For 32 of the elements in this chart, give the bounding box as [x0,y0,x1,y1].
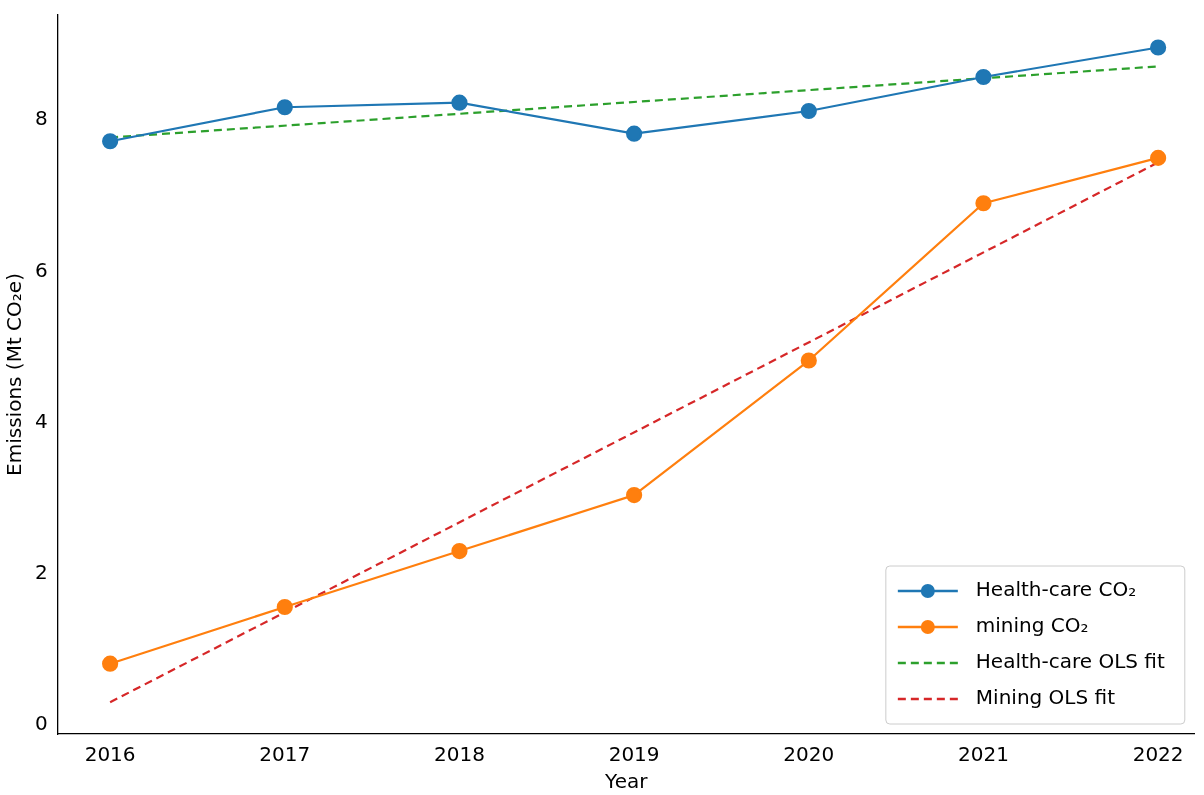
x-tick-label: 2022 [1132,742,1184,767]
legend-label: mining CO₂ [975,613,1089,638]
point [626,125,643,142]
y-tick-label: 2 [34,559,48,584]
y-axis-title: Emissions (Mt CO₂e) [2,273,27,476]
point [1150,39,1167,56]
point [626,486,643,504]
point [276,598,293,616]
x-tick-label: 2020 [783,742,835,767]
point [975,195,992,212]
x-axis-title: Year [604,769,649,794]
legend-label: Mining OLS fit [975,685,1116,710]
legend-label: Health-care CO₂ [975,577,1137,602]
point [276,99,293,116]
x-tick-label: 2017 [259,742,311,767]
y-tick-label: 0 [34,711,48,736]
x-tick-label: 2019 [608,742,660,767]
point [102,655,119,672]
y-tick-label: 8 [34,106,48,131]
point [800,102,817,120]
x-tick-label: 2021 [958,742,1009,767]
point [102,133,119,150]
point [1150,149,1167,166]
y-tick-label: 4 [34,408,48,433]
y-tick-label: 6 [34,257,48,282]
point [451,94,468,111]
legend-label: Health-care OLS fit [975,649,1165,674]
point [975,68,992,86]
point [451,542,468,560]
point [800,352,817,369]
x-tick-label: 2018 [434,742,485,767]
x-tick-label: 2016 [84,742,136,767]
